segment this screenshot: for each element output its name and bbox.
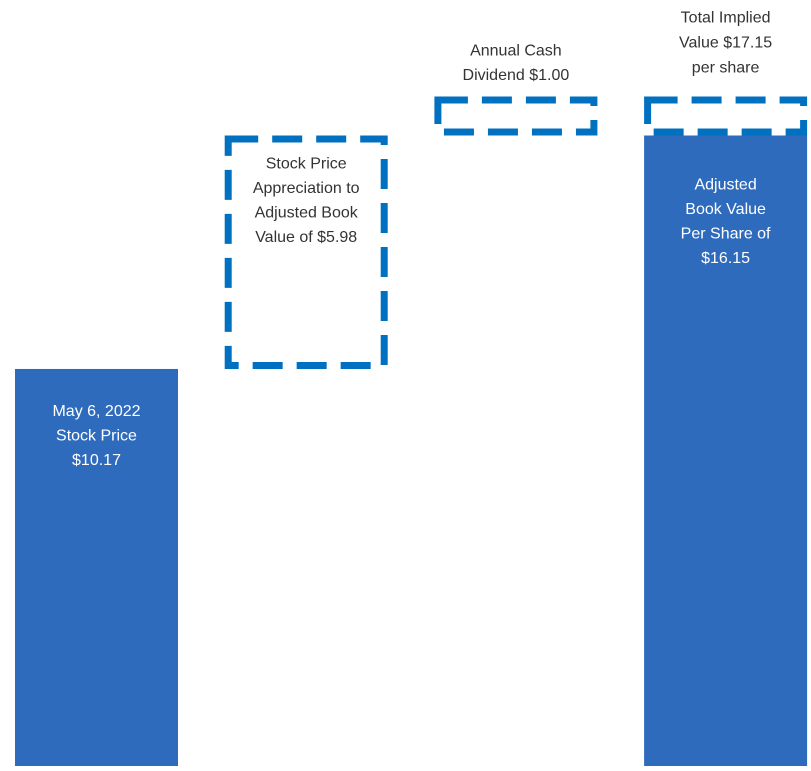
bar-label: Stock Price xyxy=(266,156,347,173)
dashed-bar xyxy=(644,96,808,136)
bar-label: Value of $5.98 xyxy=(255,229,357,246)
total-label: Value $17.15 xyxy=(679,35,772,52)
bar-label: $10.17 xyxy=(72,452,121,469)
bar-label: Annual Cash xyxy=(470,43,562,60)
bar-label: Adjusted xyxy=(694,177,756,194)
bar-label: May 6, 2022 xyxy=(52,403,140,420)
bar-label: Per Share of xyxy=(681,226,771,243)
bar-label: Adjusted Book xyxy=(255,205,359,222)
bar-label: $16.15 xyxy=(701,250,750,267)
total-label: Total Implied xyxy=(681,10,771,27)
bar-label: Book Value xyxy=(685,201,766,218)
bar xyxy=(15,368,178,766)
bar xyxy=(644,135,808,766)
dashed-bar xyxy=(434,96,598,136)
total-label: per share xyxy=(692,60,760,77)
dashed-bar xyxy=(224,135,388,369)
bar-label: Stock Price xyxy=(56,428,137,445)
bar-label: Dividend $1.00 xyxy=(463,67,570,84)
bar-label: Appreciation to xyxy=(253,180,360,197)
